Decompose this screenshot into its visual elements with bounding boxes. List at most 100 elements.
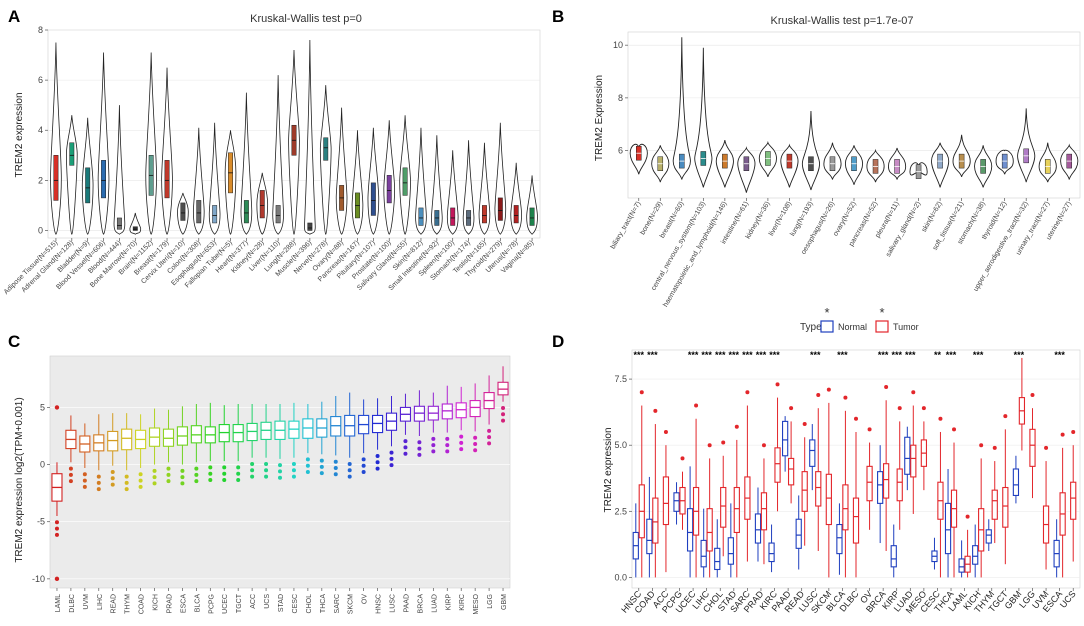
panel-c-xtick-label: GBM	[501, 594, 508, 610]
panel-b-yticks: 6 8 10	[613, 40, 628, 156]
violin-a	[145, 52, 157, 235]
box-d-normal	[768, 542, 775, 563]
significance-mark: ***	[742, 350, 753, 360]
box-d-normal	[958, 558, 965, 573]
panel-c-xtick-label: PRAD	[166, 594, 173, 613]
box-c-outlier	[236, 478, 241, 482]
box-c-outlier	[96, 474, 101, 479]
box-c-outlier	[375, 454, 380, 458]
significance-mark: ***	[905, 350, 916, 360]
box-c-outlier	[501, 406, 506, 410]
box-c-outlier	[459, 447, 464, 452]
panel-c-ytick-label: 5	[40, 402, 45, 412]
box-c-outlier	[501, 412, 506, 417]
significance-mark: ***	[946, 350, 957, 360]
box-d-outlier	[1060, 432, 1065, 437]
box-c-outlier	[208, 478, 213, 482]
panel-c-ytick-label: 0	[40, 460, 45, 470]
box-c-outlier	[138, 484, 143, 489]
panel-c-xtick-label: UVM	[83, 594, 90, 610]
box-d-outlier	[1044, 445, 1049, 450]
box-d-outlier	[992, 445, 997, 450]
box-c-outlier	[194, 466, 199, 471]
box-c-outlier	[110, 476, 115, 481]
violin-a-box	[497, 197, 503, 221]
box-d-tumor	[706, 508, 713, 552]
box-c	[469, 400, 481, 418]
box-d-outlier	[1071, 429, 1076, 434]
box-c-outlier	[68, 479, 73, 484]
box-c-outlier	[222, 478, 227, 482]
panel-c-xtick-label: READ	[111, 594, 118, 613]
box-c-outlier	[180, 468, 185, 473]
panel-a-title: Kruskal-Wallis test p=0	[250, 13, 362, 25]
panel-d-legend: Type * Normal * Tumor	[800, 305, 919, 333]
box-d-normal	[972, 545, 979, 565]
violin-a-box	[212, 205, 218, 224]
box-c-outlier	[208, 471, 213, 476]
box-c-outlier	[152, 468, 157, 473]
box-c-outlier	[347, 462, 352, 466]
box-c-outlier	[124, 474, 129, 479]
violin-a	[129, 212, 142, 235]
panel-c-xtick-label: LGG	[487, 594, 494, 609]
box-d-outlier	[921, 406, 926, 411]
box-d-outlier	[775, 382, 780, 387]
box-c-outlier	[333, 459, 338, 464]
panel-b-title: Kruskal-Wallis test p=1.7e-07	[771, 15, 914, 27]
box-c-outlier	[152, 475, 157, 480]
box-c-outlier	[487, 441, 492, 446]
box-c-outlier	[138, 478, 143, 483]
violin-a	[97, 52, 110, 235]
panel-d-ytick-label: 5.0	[614, 440, 627, 450]
violin-a	[478, 142, 491, 235]
violin-a-box	[323, 137, 329, 161]
panel-a: Kruskal-Wallis test p=0 TREM2 expression…	[3, 13, 541, 296]
box-d-tumor	[815, 471, 822, 507]
significance-mark: ***	[891, 350, 902, 360]
box-c-outlier	[389, 456, 394, 461]
panel-b-xtick-label: skin(N=62)	[921, 201, 944, 234]
panel-c-xticks: LAML DLBC UVM LIHC READ THYM COAD KICH PRAD ESCA B…	[55, 588, 508, 615]
box-d-tumor	[910, 444, 917, 478]
panel-c-ytick-label: -10	[32, 574, 45, 584]
panel-d-ytick-label: 7.5	[614, 374, 627, 384]
box-d-tumor	[801, 471, 808, 512]
box-c-outlier	[389, 463, 394, 468]
box-d-normal	[686, 508, 694, 552]
box-d-outlier	[734, 424, 739, 429]
violin-a	[367, 127, 380, 235]
panel-b-xtick-label: biliary_tract(N=7)	[610, 201, 643, 251]
panel-a-ytick-label: 4	[38, 125, 43, 135]
panel-a-ytick-label: 2	[38, 175, 43, 185]
box-c-outlier	[180, 475, 185, 480]
box-d-tumor	[774, 447, 781, 483]
violin-a	[494, 122, 507, 235]
panel-d-yticks: 0.0 2.5 5.0 7.5	[614, 374, 632, 582]
box-d-outlier	[721, 440, 726, 445]
box-c-outlier	[347, 468, 352, 473]
significance-mark: ***	[810, 350, 821, 360]
significance-mark: ***	[701, 350, 712, 360]
box-c-outlier	[473, 435, 478, 440]
box-c-outlier	[96, 487, 101, 492]
violin-a	[304, 40, 316, 235]
panel-c-xtick-label: CHOL	[306, 594, 313, 614]
panel-a-xticks: Adipose Tissue(N=515)Adrenal Gland(N=128…	[3, 238, 535, 296]
significance-mark: ***	[647, 350, 658, 360]
panel-a-ylabel: TREM2 expression	[14, 92, 25, 177]
panel-c-xtick-label: LUSC	[390, 594, 397, 613]
legend-swatch-normal	[820, 320, 834, 333]
box-d-outlier	[826, 387, 831, 392]
box-c-outlier	[389, 450, 394, 455]
box-c-outlier	[319, 471, 324, 476]
significance-mark: ***	[688, 350, 699, 360]
violin-a-box	[513, 205, 519, 224]
violin-a	[161, 67, 173, 235]
legend-title: Type	[800, 322, 822, 333]
box-d-normal	[646, 518, 653, 555]
box-c-outlier	[250, 474, 255, 479]
panel-d: Type * Normal * Tumor TREM2 expression 0…	[603, 305, 1081, 616]
violin-b	[672, 37, 691, 180]
box-c-outlier	[194, 479, 199, 484]
